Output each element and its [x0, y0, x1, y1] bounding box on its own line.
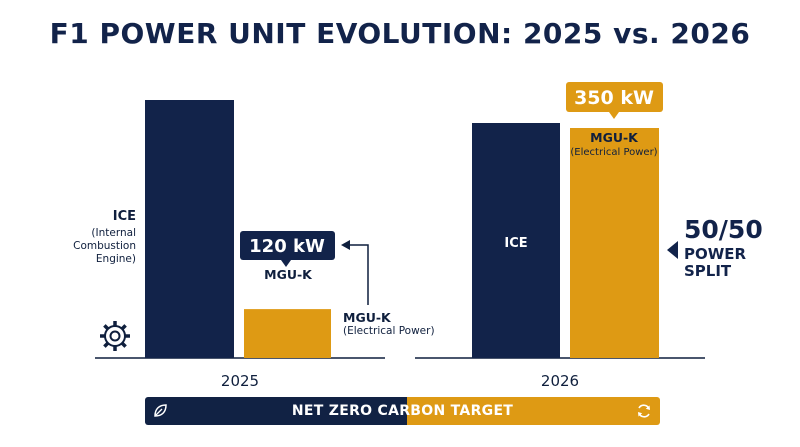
bar-mguk-2026 [570, 128, 659, 358]
mguk-side-label: MGU-K [343, 310, 392, 325]
ice-sublabel-2025-3: Engine) [96, 253, 136, 265]
banner-right-segment [407, 397, 660, 425]
split-line-1: POWER [684, 245, 747, 263]
value-label-2026: 350 kW [574, 87, 654, 109]
split-number: 50/50 [684, 215, 763, 244]
gear-icon [100, 321, 130, 351]
arrow-head [341, 240, 350, 250]
mguk-label-2025: MGU-K [264, 267, 313, 282]
split-pointer [667, 241, 678, 259]
bar-ice-2026 [472, 123, 560, 358]
category-label-2025: 2025 [221, 372, 259, 390]
mguk-sublabel-2026: (Electrical Power) [570, 147, 657, 158]
leaf-icon [154, 404, 167, 417]
chart-title: F1 POWER UNIT EVOLUTION: 2025 vs. 2026 [49, 17, 751, 50]
mguk-label-2026: MGU-K [590, 130, 639, 145]
mguk-side-sublabel: (Electrical Power) [343, 325, 435, 337]
split-line-2: SPLIT [684, 262, 732, 280]
value-callout-2026: 350 kW [566, 82, 663, 119]
category-label-2026: 2026 [541, 372, 579, 390]
bar-ice-2025 [145, 100, 234, 358]
refresh-icon [638, 404, 650, 418]
ice-sublabel-2025-2: Combustion [73, 240, 136, 252]
value-label-2025: 120 kW [249, 236, 325, 257]
ice-sublabel-2025-1: (Internal [91, 227, 136, 239]
value-callout-2025: 120 kW [240, 231, 335, 267]
ice-label-2026: ICE [504, 236, 527, 251]
banner-left-segment [145, 397, 407, 425]
annotation-arrow [348, 244, 369, 305]
bar-mguk-2025 [244, 309, 331, 358]
ice-label-2025: ICE [113, 209, 136, 224]
banner-text: NET ZERO CARBON TARGET [291, 403, 514, 419]
net-zero-banner: NET ZERO CARBON TARGET [145, 397, 660, 425]
